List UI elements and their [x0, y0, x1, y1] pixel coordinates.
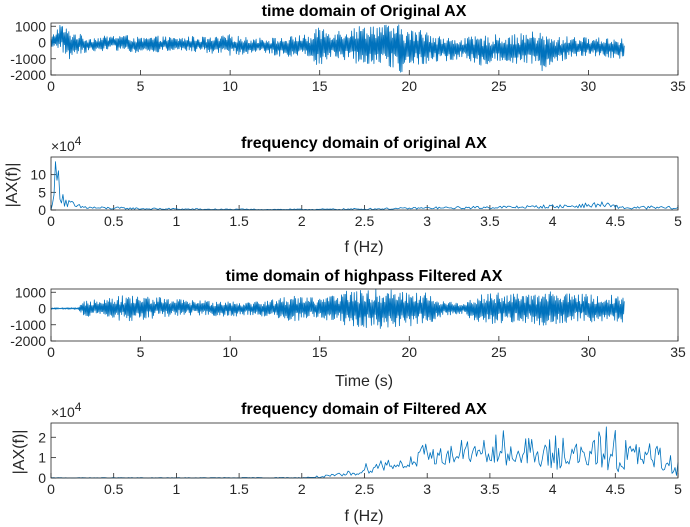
- signal-line: [50, 24, 625, 73]
- y-tick-label: 0: [38, 301, 46, 317]
- y-tick-label: 5: [38, 184, 46, 200]
- y-tick-label: -1000: [10, 51, 46, 67]
- x-tick-label: 4: [549, 481, 557, 497]
- axes-box: [50, 422, 679, 479]
- x-tick-label: 4: [549, 213, 557, 229]
- subplot-title: frequency domain of Filtered AX: [241, 401, 487, 418]
- exponent-power: 4: [75, 400, 82, 414]
- x-tick-label: 0: [47, 481, 55, 497]
- y-tick-label: 0: [38, 470, 46, 486]
- x-tick-label: 5: [674, 481, 682, 497]
- x-tick-label: 0.5: [104, 213, 124, 229]
- x-tick-label: 2.5: [355, 481, 375, 497]
- x-tick-label: 0.5: [104, 481, 124, 497]
- y-tick-label: 2: [38, 429, 46, 445]
- x-tick-label: 3.5: [480, 213, 500, 229]
- x-tick-label: 25: [491, 78, 507, 94]
- x-tick-label: 1: [173, 213, 181, 229]
- exponent-label: ×104: [51, 400, 82, 420]
- axes-box: [50, 22, 679, 76]
- subplot-title: frequency domain of original AX: [241, 135, 487, 152]
- y-tick-label: -2000: [10, 67, 46, 83]
- x-tick-label: 35: [670, 344, 686, 360]
- axes-box: [50, 288, 679, 342]
- data-trace: [50, 426, 679, 479]
- y-tick-label: 1000: [15, 284, 46, 300]
- subplot-title: time domain of Original AX: [262, 3, 467, 20]
- subplot-time-original: time domain of Original AX 0 5 10 15 20 25 30 3…: [10, 3, 686, 94]
- x-axis-label: f (Hz): [344, 508, 383, 525]
- x-tick-label: 2: [298, 481, 306, 497]
- x-tick-label: 25: [491, 344, 507, 360]
- axes-box: [50, 156, 679, 211]
- subplot-freq-filtered: frequency domain of Filtered AX f (Hz) |…: [11, 400, 682, 525]
- x-tick-label: 1: [173, 481, 181, 497]
- y-tick-label: 1000: [15, 18, 46, 34]
- subplot-time-filtered: time domain of highpass Filtered AX Time…: [10, 268, 686, 390]
- x-tick-label: 30: [581, 344, 597, 360]
- y-axis-label: |AX(f)|: [11, 430, 28, 475]
- signal-line: [50, 161, 679, 211]
- signal-line: [50, 288, 625, 329]
- data-trace: [50, 24, 625, 73]
- x-tick-label: 5: [674, 213, 682, 229]
- x-tick-label: 4.5: [606, 481, 626, 497]
- x-tick-label: 3: [423, 213, 431, 229]
- x-tick-label: 30: [581, 78, 597, 94]
- x-tick-label: 35: [670, 78, 686, 94]
- y-tick-label: -1000: [10, 317, 46, 333]
- x-tick-label: 2.5: [355, 213, 375, 229]
- exponent-label: ×104: [51, 134, 82, 154]
- x-axis-label: f (Hz): [344, 239, 383, 256]
- x-tick-label: 0: [47, 78, 55, 94]
- x-tick-label: 1.5: [229, 481, 249, 497]
- y-tick-label: 10: [30, 167, 46, 183]
- x-axis-label: Time (s): [335, 373, 393, 390]
- data-trace: [50, 288, 625, 329]
- exponent-power: 4: [75, 134, 82, 148]
- x-tick-label: 5: [137, 344, 145, 360]
- x-tick-label: 2: [298, 213, 306, 229]
- exponent-base: ×10: [51, 404, 75, 420]
- y-axis-label: |AX(f)|: [4, 163, 21, 208]
- x-tick-label: 4.5: [606, 213, 626, 229]
- y-tick-label: 0: [38, 35, 46, 51]
- x-tick-label: 10: [222, 344, 238, 360]
- x-tick-label: 10: [222, 78, 238, 94]
- x-tick-label: 3: [423, 481, 431, 497]
- x-tick-label: 1.5: [229, 213, 249, 229]
- x-tick-label: 15: [312, 344, 328, 360]
- x-tick-label: 0: [47, 344, 55, 360]
- signal-line: [50, 426, 679, 479]
- x-tick-label: 3.5: [480, 481, 500, 497]
- y-tick-label: -2000: [10, 333, 46, 349]
- exponent-base: ×10: [51, 138, 75, 154]
- x-tick-label: 20: [401, 78, 417, 94]
- x-tick-label: 15: [312, 78, 328, 94]
- y-tick-label: 1: [38, 450, 46, 466]
- x-tick-label: 0: [47, 213, 55, 229]
- x-tick-label: 5: [137, 78, 145, 94]
- y-tick-label: 0: [38, 202, 46, 218]
- subplot-title: time domain of highpass Filtered AX: [226, 268, 503, 285]
- subplot-freq-original: frequency domain of original AX f (Hz) |…: [4, 134, 682, 256]
- data-trace: [50, 161, 679, 211]
- x-tick-label: 20: [401, 344, 417, 360]
